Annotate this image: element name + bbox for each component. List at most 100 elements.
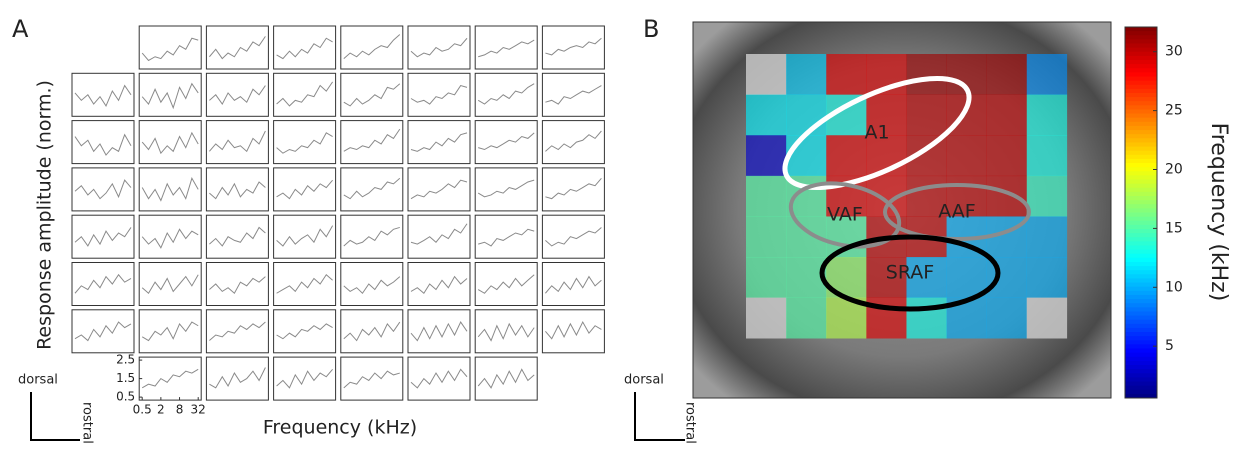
- orientation-label: rostral: [683, 402, 698, 444]
- panel-frame: [71, 167, 135, 212]
- y-tick-label: 0.5: [116, 390, 135, 404]
- colorbar-tick-label: 15: [1165, 220, 1183, 236]
- colorbar-step: [1125, 31, 1157, 36]
- panel-frame: [474, 262, 538, 306]
- colorbar-step: [1125, 142, 1157, 148]
- panel-frame: [273, 72, 337, 117]
- panel-frame: [205, 25, 269, 70]
- panel-frame: [138, 214, 202, 259]
- cell: [786, 54, 827, 95]
- panel-frame: [273, 25, 337, 70]
- cell: [1026, 216, 1068, 258]
- colorbar-step: [1125, 249, 1157, 255]
- colorbar-step: [1125, 241, 1157, 246]
- trace: [478, 228, 535, 247]
- colorbar-step: [1125, 55, 1157, 61]
- colorbar-tick-label: 25: [1165, 103, 1183, 119]
- trace: [74, 84, 132, 107]
- colorbar-step: [1125, 212, 1157, 218]
- colorbar-step: [1125, 253, 1157, 259]
- trace: [74, 133, 132, 156]
- colorbar-step: [1125, 220, 1157, 226]
- colorbar-step: [1125, 319, 1157, 325]
- colorbar-step: [1125, 76, 1157, 82]
- trace: [209, 85, 266, 106]
- trace: [343, 34, 401, 59]
- colorbar-step: [1125, 352, 1157, 358]
- colorbar-step: [1125, 224, 1157, 230]
- trace: [343, 226, 400, 247]
- trace: [545, 130, 602, 152]
- trace: [74, 227, 132, 247]
- colorbar-step: [1125, 344, 1157, 350]
- panel-frame: [340, 120, 404, 165]
- colorbar-tick-label: 20: [1165, 162, 1183, 178]
- colorbar-step: [1125, 175, 1157, 181]
- cell: [1026, 94, 1068, 136]
- colorbar-step: [1125, 97, 1157, 102]
- colorbar-step: [1125, 299, 1157, 304]
- trace: [545, 227, 602, 247]
- colorbar: 5 10 15 20 25 30: [1124, 26, 1183, 399]
- panel-frame: [474, 214, 538, 259]
- colorbar-step: [1125, 307, 1157, 312]
- panel-frame: [541, 167, 605, 212]
- colorbar-step: [1125, 171, 1157, 176]
- x-axis-label: Frequency (kHz): [263, 417, 417, 439]
- trace: [545, 37, 602, 56]
- colorbar-step: [1125, 282, 1157, 288]
- colorbar-step: [1125, 360, 1157, 366]
- colorbar-step: [1125, 286, 1157, 292]
- cell: [906, 175, 947, 217]
- colorbar-step: [1125, 179, 1157, 185]
- cell: [906, 257, 947, 298]
- colorbar-step: [1125, 167, 1157, 172]
- colorbar-step: [1125, 340, 1157, 345]
- colorbar-step: [1125, 43, 1157, 49]
- colorbar-step: [1125, 381, 1157, 387]
- panel-frame: [138, 120, 202, 165]
- colorbar-step: [1125, 204, 1157, 209]
- cell: [1026, 257, 1068, 298]
- trace: [343, 276, 401, 295]
- colorbar-step: [1125, 138, 1157, 143]
- panel-frame: [205, 214, 269, 259]
- panel-frame: [407, 262, 471, 306]
- colorbar-step: [1125, 323, 1157, 329]
- colorbar-step: [1125, 121, 1157, 127]
- panel-frame: [205, 120, 269, 165]
- scale-bar: [30, 392, 80, 441]
- panel-frame: [71, 72, 135, 117]
- regions: A1 VAF AAF SRAF: [782, 75, 1031, 312]
- trace: [276, 81, 334, 107]
- trace: [545, 177, 602, 200]
- trace: [141, 82, 199, 110]
- colorbar-step: [1125, 134, 1157, 139]
- colorbar-step: [1125, 315, 1157, 321]
- colorbar-step: [1125, 27, 1157, 32]
- trace: [209, 321, 266, 341]
- region-label: VAF: [827, 204, 863, 226]
- colorbar-step: [1125, 39, 1157, 44]
- panel-frame: [273, 262, 337, 306]
- colorbar-step: [1125, 389, 1157, 395]
- colorbar-step: [1125, 393, 1157, 399]
- colorbar-tick-label: 10: [1165, 279, 1183, 295]
- trace: [410, 275, 468, 295]
- colorbar-step: [1125, 105, 1157, 110]
- trace: [410, 132, 468, 152]
- cell: [946, 257, 987, 298]
- trace: [141, 368, 199, 389]
- cell: [906, 94, 947, 136]
- colorbar-step: [1125, 216, 1157, 222]
- orientation-label: dorsal: [18, 373, 58, 388]
- panel-frame: [273, 309, 337, 354]
- panel-frame: [407, 120, 471, 165]
- trace: [276, 37, 333, 60]
- panel-frame: [71, 262, 135, 306]
- trace: [478, 39, 535, 58]
- panel-frame: [340, 214, 404, 259]
- colorbar-step: [1125, 92, 1157, 98]
- panel-frame: [138, 25, 202, 70]
